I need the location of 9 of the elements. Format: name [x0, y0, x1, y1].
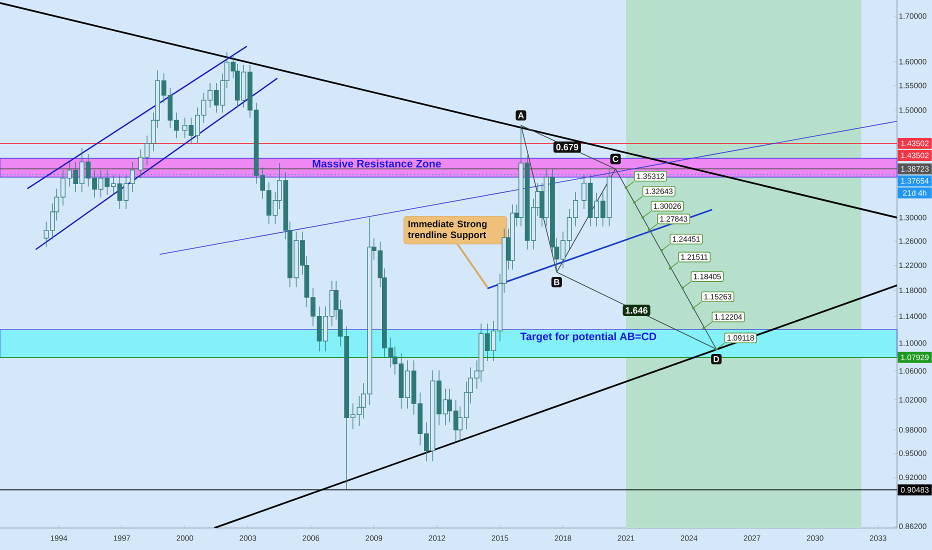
- annotation: A: [518, 112, 524, 118]
- annotation: 0.679: [556, 144, 578, 150]
- annotation: B: [554, 279, 560, 286]
- band-label: Massive Resistance Zone: [312, 160, 441, 168]
- band-label: Target for potential AB=CD: [520, 332, 656, 342]
- annotation: Immediate Strong trendline Support: [408, 220, 487, 240]
- annotation: D: [714, 356, 720, 362]
- annotation: C: [612, 156, 618, 162]
- annotation: 1.646: [626, 307, 648, 314]
